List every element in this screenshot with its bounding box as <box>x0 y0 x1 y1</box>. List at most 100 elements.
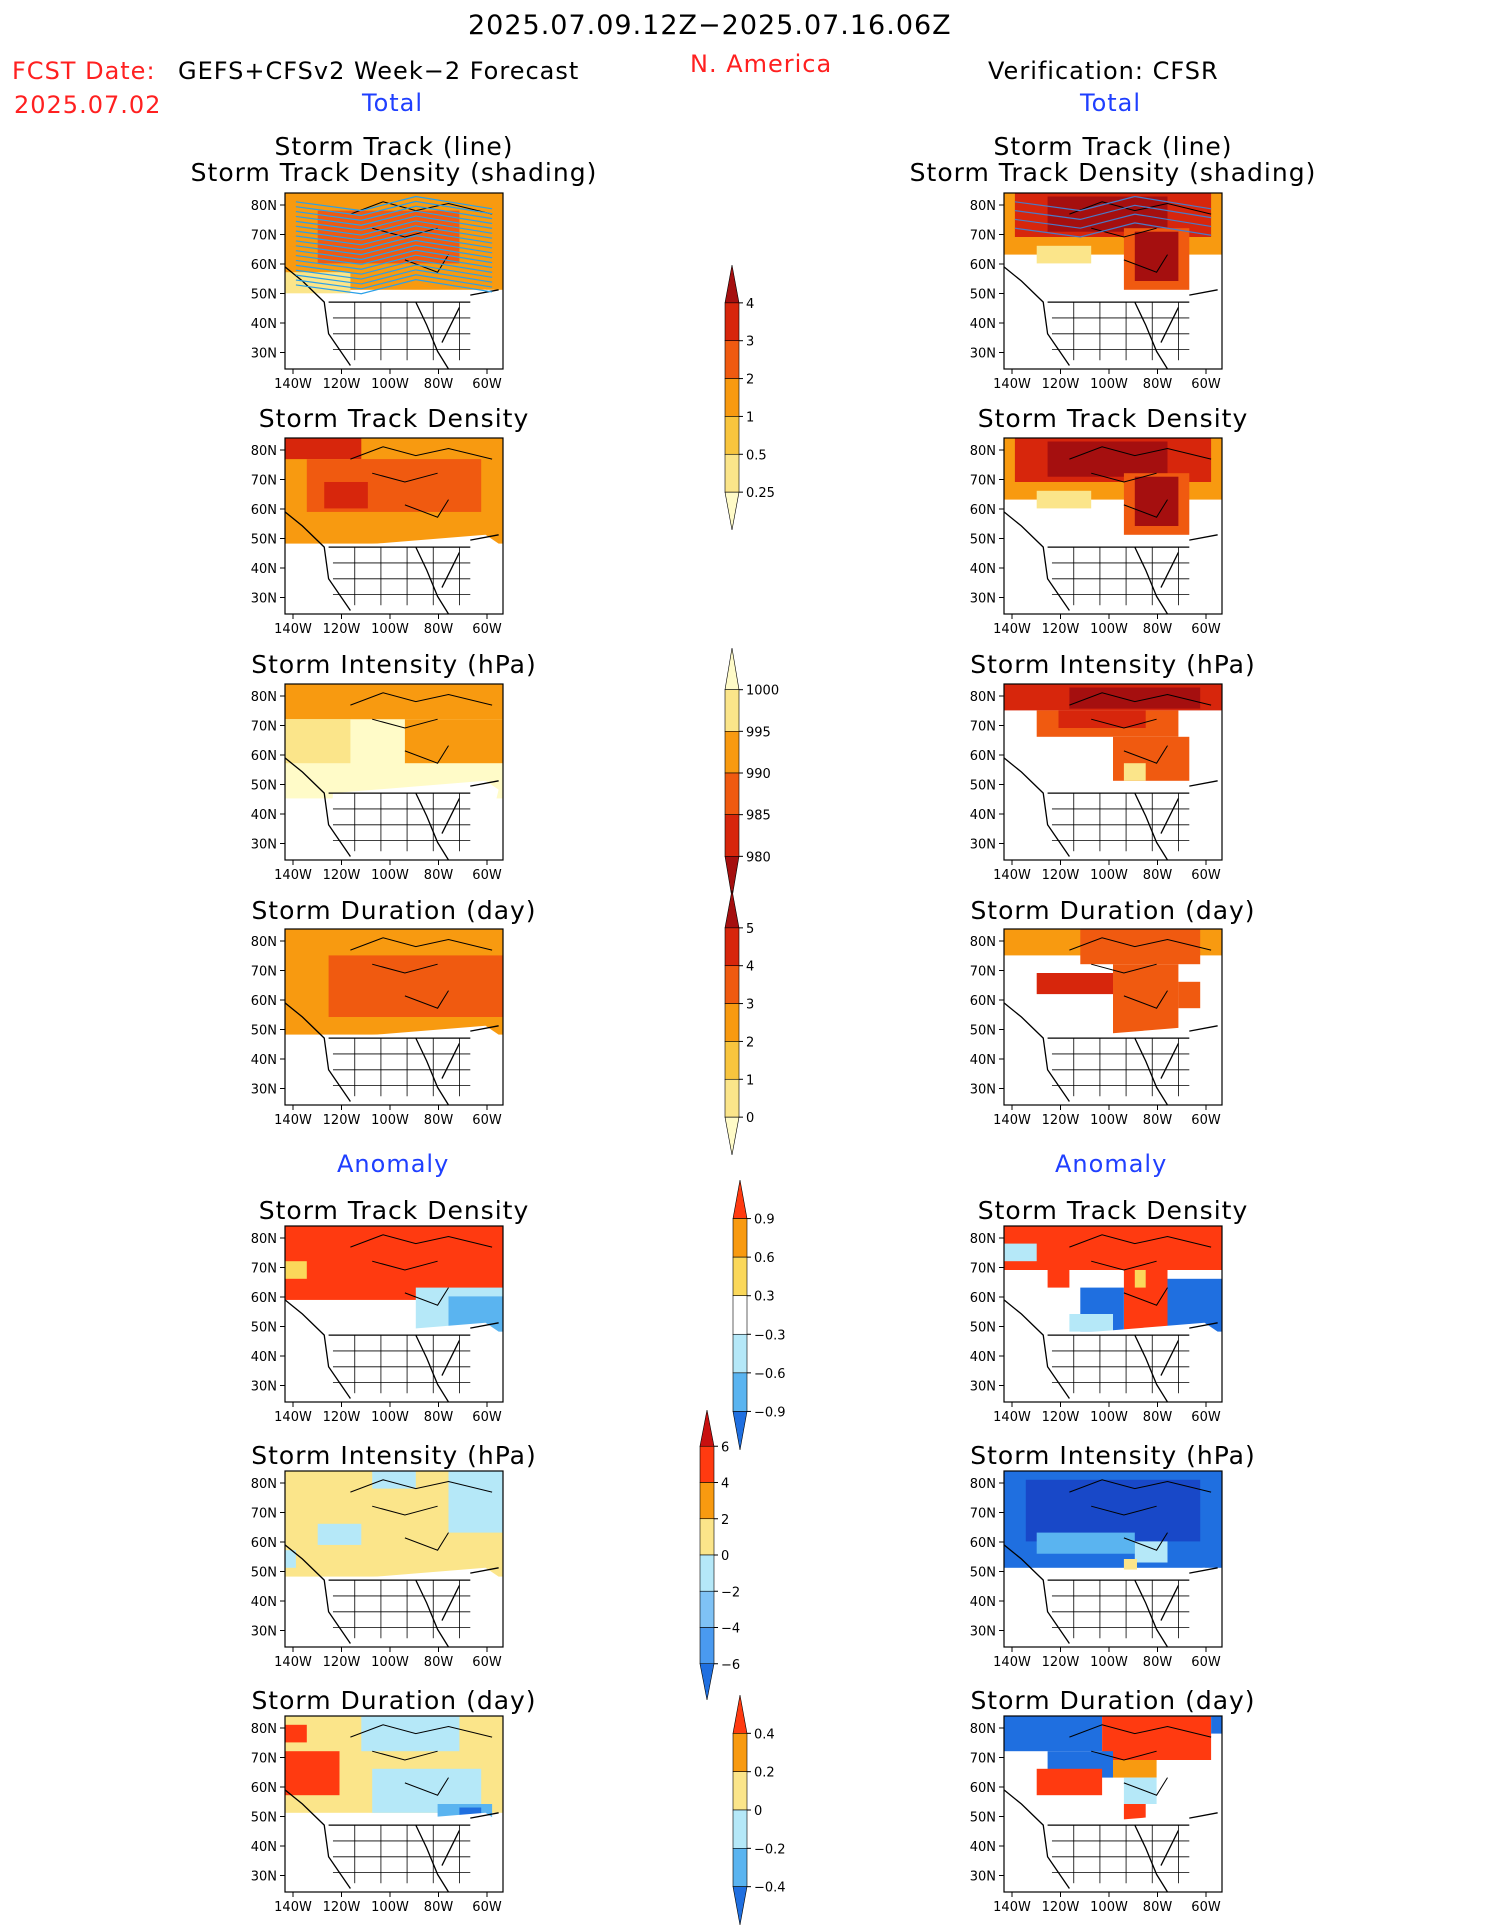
lat-tick-label: 30N <box>970 1625 996 1640</box>
section-anomaly-right: Anomaly <box>1055 1150 1168 1178</box>
lon-tick-label: 140W <box>274 868 312 883</box>
shade-cell <box>1036 1532 1135 1554</box>
coastline <box>284 1299 499 1403</box>
arctic-coast <box>1069 937 1212 1009</box>
title-duration-anom-left: Storm Duration (day) <box>251 1686 537 1715</box>
track-line <box>295 215 493 231</box>
map-right-1: 80N 70N 60N 50N 40N 30N 140W 120W 100W 80W 60W <box>970 437 1223 637</box>
lon-tick-label: 80W <box>424 868 454 883</box>
colorbar-segment <box>724 453 740 493</box>
colorbar-duration_anom: 0.4 0.2 0 −0.2 −0.4 <box>732 1694 786 1925</box>
lat-tick-label: 70N <box>251 965 277 980</box>
arctic-coast <box>1069 446 1212 518</box>
coastline <box>1003 511 1218 615</box>
lat-tick-label: 40N <box>970 1350 996 1365</box>
arctic-coast <box>1069 1234 1212 1306</box>
colorbar-label: 1000 <box>746 684 779 699</box>
colorbar-label: 0.2 <box>754 1766 775 1781</box>
colorbar-label: 4 <box>746 960 754 975</box>
colorbar-segment <box>732 1733 748 1772</box>
colorbar-label: 990 <box>746 767 771 782</box>
colorbar-label: 995 <box>746 725 771 740</box>
lat-tick-label: 80N <box>970 444 996 459</box>
lat-tick-label: 30N <box>970 592 996 607</box>
lon-tick-label: 60W <box>472 1113 502 1128</box>
colorbar-top-arrow <box>724 264 740 304</box>
coastline <box>284 1544 499 1648</box>
lon-tick-label: 60W <box>472 868 502 883</box>
colorbar-segment <box>724 1003 740 1042</box>
colorbar-segment <box>724 302 740 342</box>
colorbar-label: −0.9 <box>754 1405 786 1420</box>
shade-cell <box>285 1751 340 1796</box>
shade-cell <box>285 719 351 764</box>
lon-tick-label: 140W <box>274 1113 312 1128</box>
lon-tick-label: 140W <box>993 1655 1031 1670</box>
map-left-0: 80N 70N 60N 50N 40N 30N 140W 120W 100W 80W 60W <box>251 192 504 392</box>
lat-tick-label: 40N <box>251 317 277 332</box>
lat-tick-label: 60N <box>251 1781 277 1796</box>
us-region <box>328 780 499 860</box>
lon-tick-label: 80W <box>424 1900 454 1915</box>
lat-tick-label: 30N <box>970 347 996 362</box>
lat-tick-label: 50N <box>970 1811 996 1826</box>
lat-tick-label: 50N <box>970 1024 996 1039</box>
lat-tick-label: 50N <box>970 533 996 548</box>
lon-tick-label: 100W <box>1090 1900 1128 1915</box>
lat-tick-label: 50N <box>251 1811 277 1826</box>
track-line <box>295 230 493 246</box>
lon-tick-label: 120W <box>323 1113 361 1128</box>
lon-tick-label: 120W <box>323 622 361 637</box>
lat-tick-label: 60N <box>251 749 277 764</box>
us-region <box>1047 1025 1218 1105</box>
shade-cell <box>1047 1270 1070 1288</box>
shade-cell <box>1036 1768 1103 1796</box>
lat-tick-label: 80N <box>251 1477 277 1492</box>
shade-cell <box>1123 1804 1146 1822</box>
colorbar-top-arrow <box>732 1179 748 1219</box>
colorbar-duration_total: 5 4 3 2 1 0 <box>724 889 754 1156</box>
lon-tick-label: 60W <box>1191 1655 1221 1670</box>
colorbar-segment <box>724 814 740 857</box>
lon-tick-label: 120W <box>1042 622 1080 637</box>
track-line <box>295 274 493 290</box>
shade-cell <box>1047 196 1168 232</box>
lon-tick-label: 60W <box>1191 622 1221 637</box>
title-density-right: Storm Track Density <box>977 404 1249 433</box>
colorbar-label: 0.6 <box>754 1251 775 1266</box>
colorbar-label: 0 <box>754 1804 762 1819</box>
lon-tick-label: 100W <box>371 1410 409 1425</box>
shade-cell <box>459 1807 482 1819</box>
lon-tick-label: 100W <box>371 622 409 637</box>
lat-tick-label: 50N <box>251 533 277 548</box>
colorbar-label: 980 <box>746 850 771 865</box>
lon-tick-label: 80W <box>1143 1113 1173 1128</box>
lon-tick-label: 120W <box>1042 1410 1080 1425</box>
lat-tick-label: 40N <box>251 1840 277 1855</box>
lon-tick-label: 120W <box>323 1410 361 1425</box>
lon-tick-label: 120W <box>1042 1113 1080 1128</box>
lat-tick-label: 40N <box>251 1350 277 1365</box>
map-left-2: 80N 70N 60N 50N 40N 30N 140W 120W 100W 80W 60W <box>251 683 504 883</box>
lat-tick-label: 30N <box>251 592 277 607</box>
lat-tick-label: 70N <box>970 1752 996 1767</box>
arctic-coast <box>1069 1724 1212 1796</box>
lon-tick-label: 80W <box>1143 1655 1173 1670</box>
map-frame <box>1003 1470 1223 1648</box>
lat-tick-label: 50N <box>970 288 996 303</box>
lon-tick-label: 140W <box>993 1900 1031 1915</box>
lat-tick-label: 80N <box>251 444 277 459</box>
lat-tick-label: 80N <box>251 1722 277 1737</box>
shade-cell <box>1167 1278 1222 1332</box>
title-duration-left: Storm Duration (day) <box>251 896 537 925</box>
lat-tick-label: 60N <box>251 1536 277 1551</box>
lat-tick-label: 70N <box>251 1262 277 1277</box>
colorbar-label: 0.4 <box>754 1727 775 1742</box>
arctic-coast <box>1069 692 1212 764</box>
lat-tick-label: 70N <box>970 1507 996 1522</box>
title-density-anom-left: Storm Track Density <box>258 1196 530 1225</box>
title-density-left: Storm Track Density <box>258 404 530 433</box>
us-region <box>1047 534 1218 614</box>
shade-cell <box>1004 1243 1037 1262</box>
colorbar-segment <box>724 689 740 732</box>
